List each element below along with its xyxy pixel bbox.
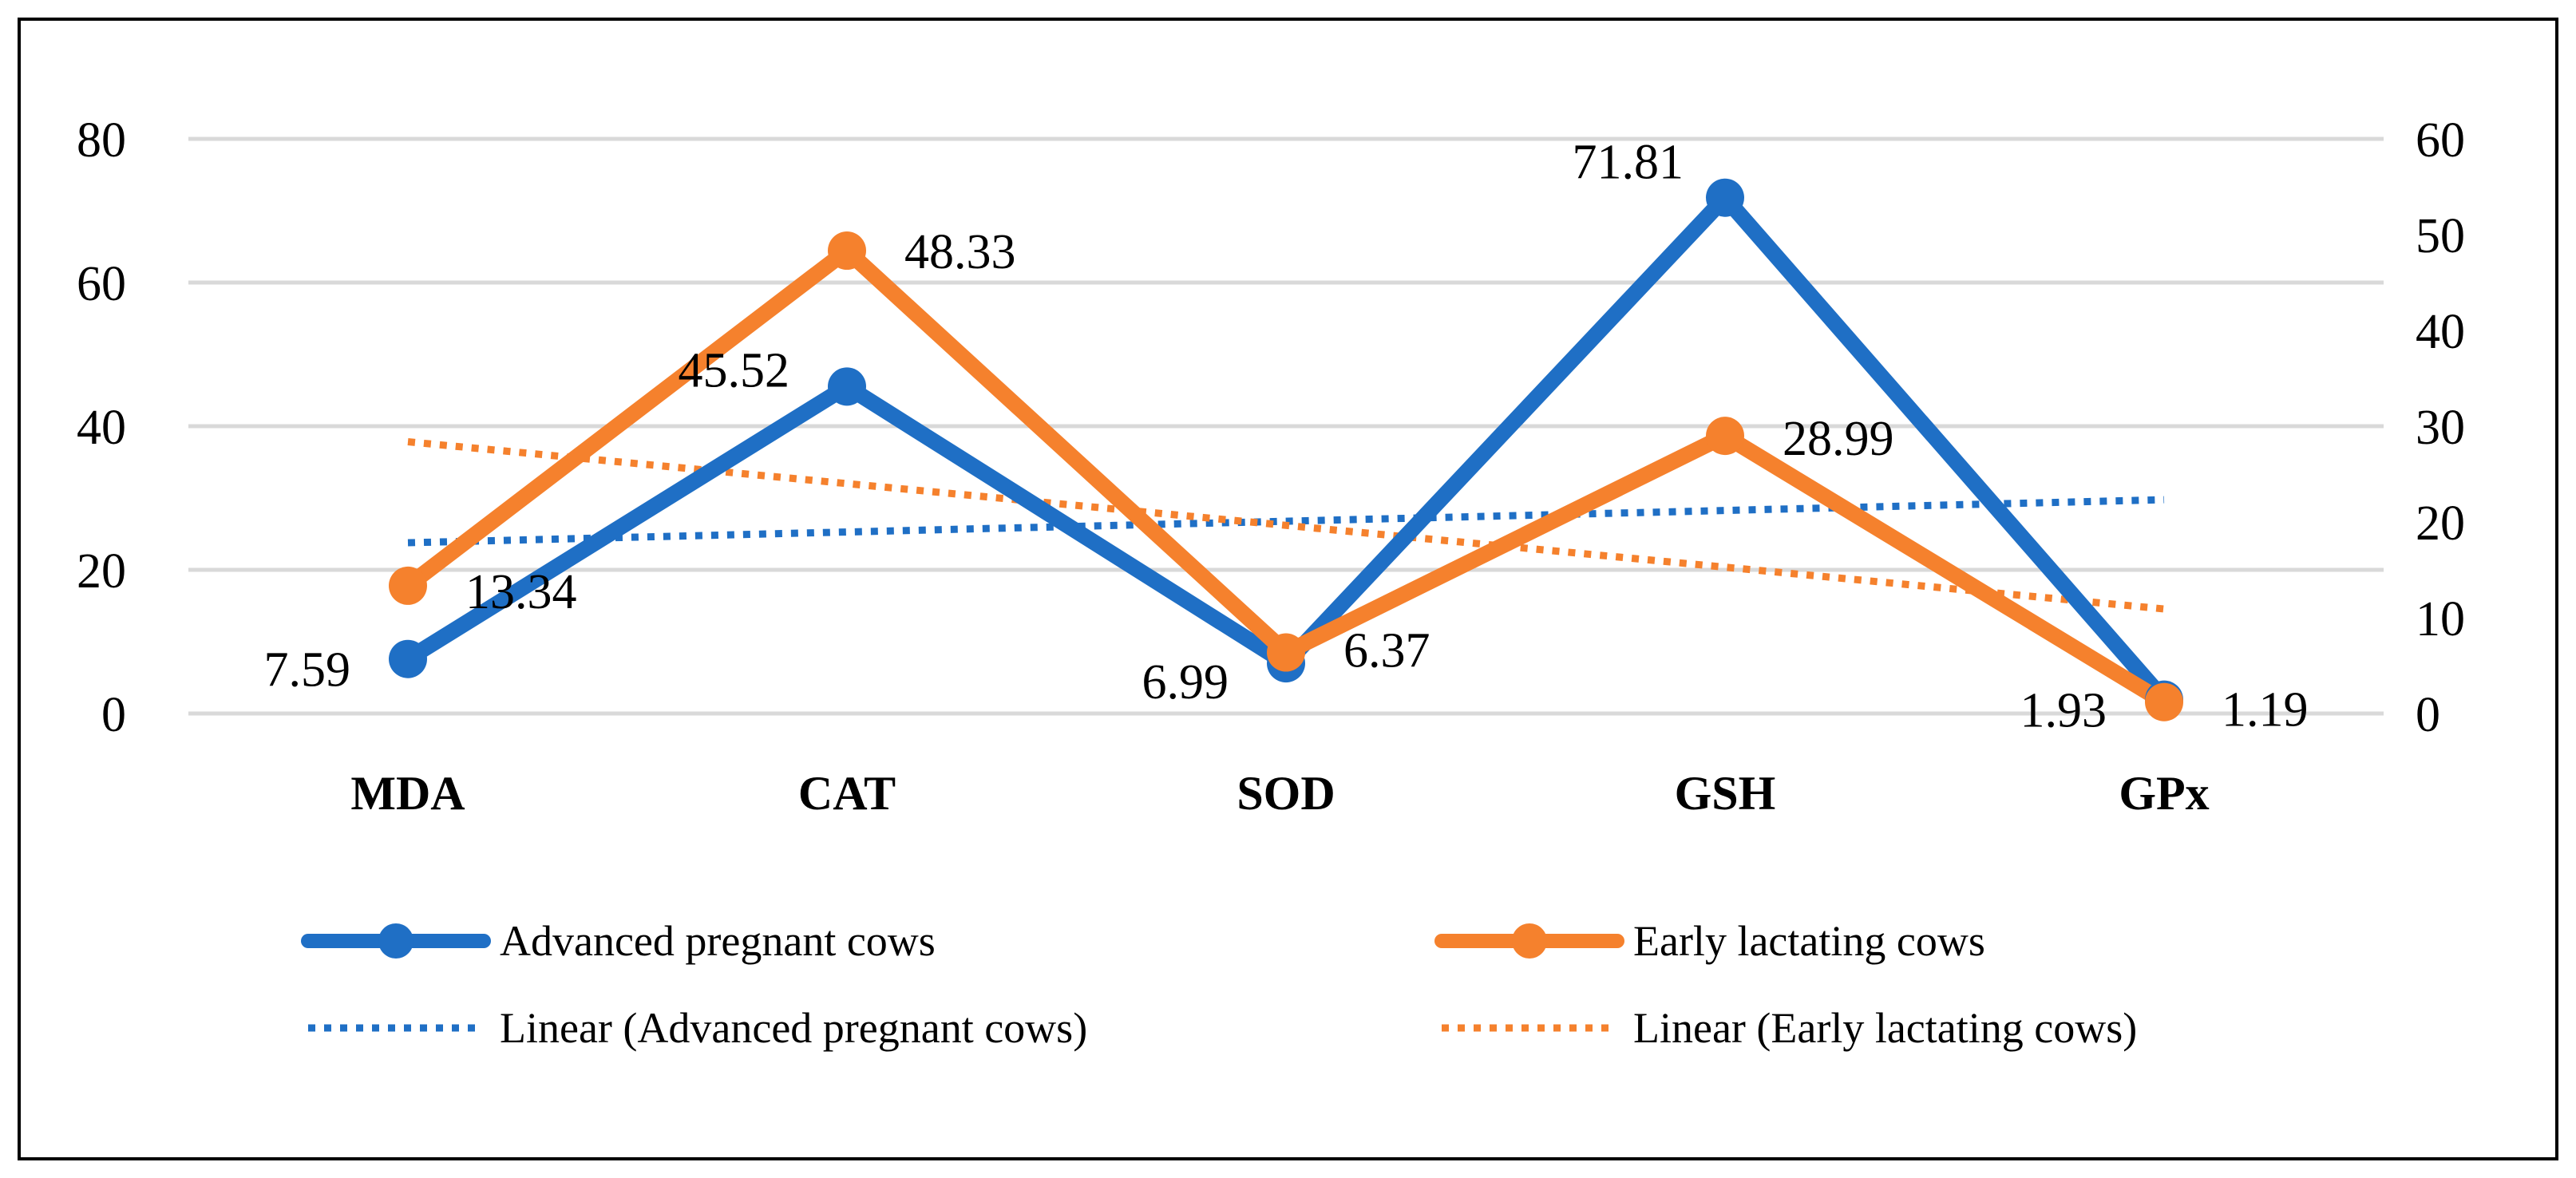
data-label: 6.37 <box>1343 624 1430 678</box>
left-axis: 0 20 40 60 80 <box>77 113 126 742</box>
trendline <box>407 438 2165 613</box>
data-label: 1.93 <box>2020 684 2107 738</box>
category-label: GSH <box>1675 767 1776 820</box>
data-label: 28.99 <box>1783 412 1894 466</box>
series-line <box>400 189 2172 708</box>
data-point <box>828 367 866 406</box>
right-axis-tick-label: 60 <box>2416 113 2465 168</box>
data-point <box>389 566 427 605</box>
data-label: 48.33 <box>904 225 1016 279</box>
legend-entry: Early lactating cows <box>1434 917 1985 965</box>
data-point <box>1706 178 1744 217</box>
chart-frame: 0 20 40 60 80 0 10 20 30 40 50 60 MDA CAT SOD GSH GPx … <box>18 18 2558 1160</box>
right-axis-tick-label: 20 <box>2416 496 2465 551</box>
data-point <box>1706 417 1744 456</box>
data-point <box>2145 682 2183 721</box>
data-point <box>1267 633 1305 672</box>
left-axis-tick-label: 40 <box>77 401 126 455</box>
data-label: 7.59 <box>264 643 351 698</box>
category-axis: MDA CAT SOD GSH GPx <box>350 767 2209 820</box>
data-label: 71.81 <box>1573 136 1684 190</box>
data-point <box>389 639 427 678</box>
series-markers <box>389 178 2183 721</box>
trendline <box>407 496 2165 547</box>
category-label: GPx <box>2119 767 2209 820</box>
data-label: 6.99 <box>1142 655 1229 710</box>
data-point <box>828 231 866 271</box>
right-axis-tick-label: 0 <box>2416 688 2440 742</box>
left-axis-tick-label: 20 <box>77 544 126 599</box>
legend-entry: Advanced pregnant cows <box>301 917 936 965</box>
category-label: CAT <box>798 767 896 820</box>
data-label: 1.19 <box>2222 683 2309 737</box>
legend-entry: Linear (Early lactating cows) <box>1442 1004 2137 1052</box>
legend-label: Early lactating cows <box>1633 917 1985 965</box>
right-axis-tick-label: 10 <box>2416 592 2465 646</box>
right-axis-tick-label: 40 <box>2416 305 2465 359</box>
legend-label: Linear (Advanced pregnant cows) <box>500 1004 1087 1052</box>
right-axis: 0 10 20 30 40 50 60 <box>2416 113 2465 742</box>
trendlines <box>407 438 2165 613</box>
left-axis-tick-label: 60 <box>77 257 126 311</box>
right-axis-tick-label: 30 <box>2416 401 2465 455</box>
series-lines <box>400 189 2172 710</box>
right-axis-tick-label: 50 <box>2416 209 2465 263</box>
left-axis-tick-label: 80 <box>77 113 126 168</box>
legend-label: Linear (Early lactating cows) <box>1633 1004 2137 1052</box>
data-label: 45.52 <box>679 343 790 397</box>
legend: Advanced pregnant cows Early lactating co… <box>301 917 2137 1052</box>
category-label: MDA <box>350 767 465 820</box>
data-label: 13.34 <box>465 565 577 619</box>
legend-label: Advanced pregnant cows <box>500 917 936 965</box>
left-axis-tick-label: 0 <box>101 688 126 742</box>
category-label: SOD <box>1237 767 1335 820</box>
data-labels: 7.59 45.52 6.99 71.81 1.93 13.34 48.33 6.37 28.9… <box>264 136 2309 738</box>
legend-entry: Linear (Advanced pregnant cows) <box>308 1004 1087 1052</box>
